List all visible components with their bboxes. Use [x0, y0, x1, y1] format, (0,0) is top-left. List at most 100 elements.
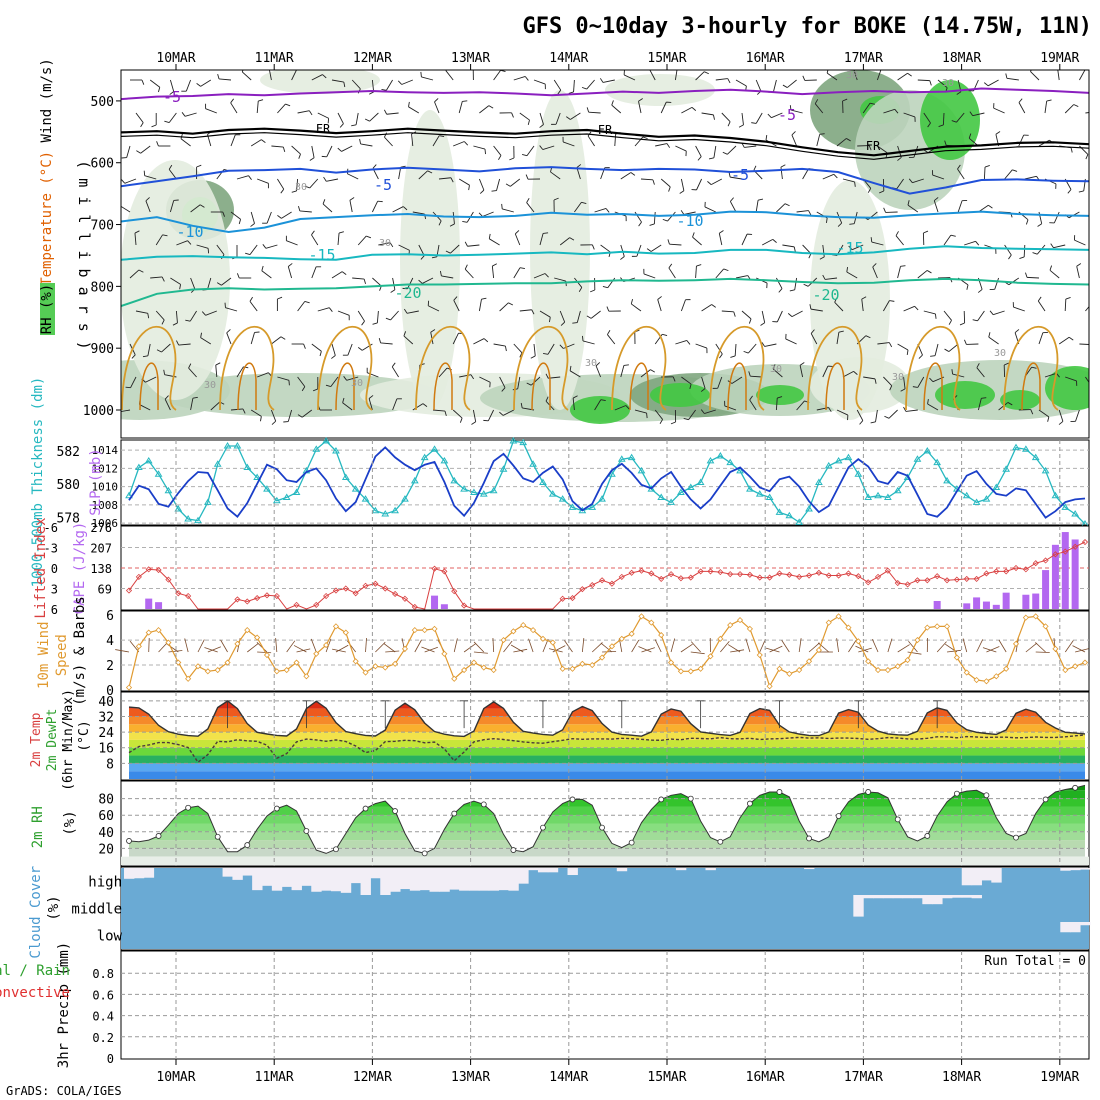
wind-barb-flag [492, 263, 497, 267]
wind10m-barb [998, 639, 1007, 653]
lifted-index-point [983, 570, 990, 577]
slp-plot-area [120, 439, 1090, 526]
cape-bar [431, 595, 439, 609]
wind-barb-flag [378, 338, 382, 344]
wind-barb-flag [325, 384, 331, 388]
wind-barb [147, 343, 151, 356]
wind-barb [299, 210, 312, 213]
wind-barb-flag [505, 183, 511, 187]
wind-barb-flag [245, 252, 251, 256]
wind-barb-flag [368, 395, 374, 399]
wind-tick-0: 0 [106, 684, 114, 699]
cloud-gap-middle [912, 895, 923, 899]
wind-barb [438, 367, 448, 378]
cape-tick-138: 138 [90, 562, 112, 576]
x-tick-top-17MAR: 17MAR [844, 51, 883, 66]
wind-barb [790, 109, 803, 114]
cape-bar [963, 603, 971, 609]
wind-barb-flag [803, 283, 809, 287]
lifted-index-point [904, 581, 911, 588]
wind-barb [225, 307, 238, 312]
wind-barb-flag [964, 339, 967, 345]
wind-barb [704, 409, 716, 414]
wind10m-point [667, 659, 675, 666]
wind10m-barb [542, 638, 549, 653]
wind-barb [956, 112, 965, 123]
wind-barb [126, 145, 131, 158]
wind-barb-flag [938, 124, 944, 127]
thickness-point [677, 488, 685, 495]
wind-barb [352, 277, 365, 280]
wind-barb [376, 310, 379, 323]
wind-barb-flag [304, 185, 310, 189]
precip-tick-0.2: 0.2 [92, 1031, 114, 1045]
rh-blob [1000, 390, 1040, 410]
wind-barb [311, 234, 319, 246]
wind-barb [721, 112, 731, 122]
wind-barb [135, 310, 148, 314]
wind10m-point [470, 659, 478, 666]
wind10m-point [796, 666, 803, 674]
contour-label: 30 [295, 182, 307, 193]
wind-barb-flag [722, 151, 728, 155]
wind-barb-flag [449, 223, 455, 227]
rh2m-point [953, 790, 960, 797]
top-x-ticks: 10MAR 11MAR 12MAR 13MAR 14MAR 15MAR 16MAR 17MAR… [156, 51, 1080, 70]
x-tick-bottom-19MAR: 19MAR [1040, 1070, 1079, 1085]
wind-barb-flag [642, 136, 648, 140]
thickness-point [706, 456, 715, 464]
wind-barb-flag [900, 265, 906, 267]
wind-barb-flag [1070, 147, 1073, 153]
thickness-point [440, 456, 449, 464]
wind-barb [660, 178, 671, 188]
wind-barb-flag [508, 302, 514, 306]
wind10m-point [490, 666, 497, 674]
thickness-point [943, 476, 951, 484]
thickness-point [992, 483, 1001, 490]
wind-barb [371, 201, 379, 213]
wind-barb [311, 74, 323, 81]
wind-barb-flag [707, 181, 712, 185]
lifted-index-point [924, 577, 931, 584]
wind-barb [178, 343, 191, 346]
isotherm-5 [121, 166, 1089, 195]
thickness-point [548, 490, 557, 497]
lifted-index-point [451, 588, 458, 595]
lifted-index-point [559, 595, 566, 602]
upper-y-tick-900: 900 [91, 342, 114, 357]
cloud-gap-high [518, 868, 529, 884]
wind-barb-flag [1078, 190, 1084, 193]
wind10m-barb [1025, 642, 1037, 653]
wind10m-barb [220, 639, 228, 653]
wind10m-barb [591, 642, 603, 653]
wind10m-point [392, 660, 399, 667]
wind-barb-flag [539, 124, 544, 128]
wind-barb-flag [646, 248, 652, 252]
lifted-index-point [628, 569, 635, 576]
wind-barb [681, 376, 692, 385]
wind10m-point [342, 629, 349, 636]
wind10m-point [865, 658, 872, 665]
temp2m-line [128, 700, 1086, 738]
lifted-index-point [717, 569, 724, 576]
wind-barb-flag [889, 385, 893, 391]
upper-isotherms [121, 87, 1089, 411]
wind-barb-flag [686, 340, 691, 345]
wind-barb [196, 244, 209, 249]
thickness-tick-580: 580 [57, 478, 80, 493]
wind10m-barb [848, 640, 857, 653]
wind-barb [441, 275, 454, 279]
wind-barb-flag [652, 179, 655, 185]
cloud-gap-high [439, 868, 450, 892]
thickness-point [272, 496, 281, 504]
wind10m-point [254, 634, 261, 641]
cloud-gap-high [271, 868, 283, 891]
wind-barb-flag [430, 329, 436, 333]
thickness-point [962, 491, 971, 499]
wind10m-barb [727, 644, 741, 653]
wind-barb-flag [950, 234, 956, 237]
wind10m-point [884, 666, 891, 674]
